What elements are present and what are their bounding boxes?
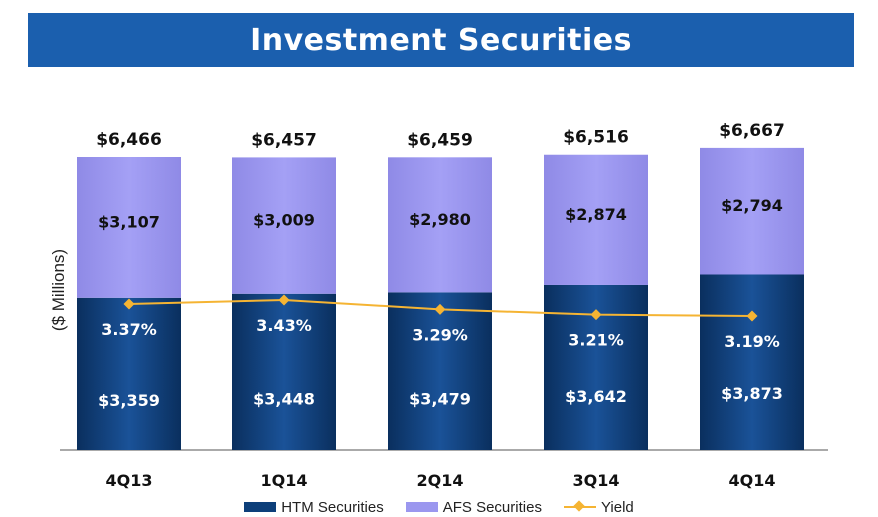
htm-value-label-2Q14: $3,479	[409, 389, 471, 408]
x-tick-label-1Q14: 1Q14	[261, 471, 308, 490]
legend-swatch-yield	[563, 501, 596, 513]
htm-value-label-1Q14: $3,448	[253, 390, 315, 409]
htm-value-label-4Q14: $3,873	[721, 384, 783, 403]
legend-item-yield: Yield	[563, 498, 634, 516]
legend: HTM Securities AFS Securities Yield	[0, 497, 878, 517]
legend-swatch-htm	[244, 502, 277, 512]
x-tick-label-4Q14: 4Q14	[729, 471, 776, 490]
afs-value-label-2Q14: $2,980	[409, 210, 471, 229]
bar-htm-4Q14	[700, 274, 804, 450]
afs-value-label-1Q14: $3,009	[253, 211, 315, 230]
htm-value-label-3Q14: $3,642	[565, 387, 627, 406]
yield-marker-3Q14	[590, 309, 602, 321]
bar-afs-1Q14	[232, 157, 336, 294]
afs-value-label-4Q13: $3,107	[98, 212, 160, 231]
yield-marker-4Q13	[123, 298, 135, 310]
bar-afs-3Q14	[544, 154, 648, 285]
legend-item-afs: AFS Securities	[405, 498, 542, 516]
bar-afs-4Q14	[700, 147, 804, 275]
yield-value-label-4Q13: 3.37%	[101, 320, 157, 339]
afs-value-label-3Q14: $2,874	[565, 205, 627, 224]
x-tick-label-2Q14: 2Q14	[417, 471, 464, 490]
x-tick-label-3Q14: 3Q14	[573, 471, 620, 490]
yield-value-label-1Q14: 3.43%	[256, 316, 312, 335]
x-tick-label-4Q13: 4Q13	[106, 471, 153, 490]
yield-value-label-4Q14: 3.19%	[724, 332, 780, 351]
yield-marker-4Q14	[746, 310, 758, 322]
total-label-4Q13: $6,466	[96, 130, 162, 150]
total-label-4Q14: $6,667	[719, 121, 785, 141]
bar-htm-2Q14	[388, 292, 492, 450]
legend-swatch-afs	[405, 502, 438, 512]
yield-marker-1Q14	[278, 294, 290, 306]
y-axis-label: ($ Millions)	[49, 249, 68, 331]
bar-afs-2Q14	[388, 157, 492, 293]
bar-htm-4Q13	[77, 297, 181, 450]
chart-title: Investment Securities	[28, 13, 854, 67]
yield-value-label-2Q14: 3.29%	[412, 325, 468, 344]
legend-label-yield: Yield	[600, 498, 634, 516]
yield-marker-2Q14	[434, 303, 446, 315]
stacked-bar-chart: ($ Millions) $6,466 $3,107 $3,359 4Q13 3.37%…	[49, 121, 828, 490]
yield-value-label-3Q14: 3.21%	[568, 331, 624, 350]
bar-afs-4Q13	[77, 157, 181, 298]
afs-value-label-4Q14: $2,794	[721, 196, 783, 215]
total-label-1Q14: $6,457	[251, 130, 317, 150]
legend-item-htm: HTM Securities	[244, 499, 384, 516]
htm-value-label-4Q13: $3,359	[98, 391, 160, 410]
legend-label-afs: AFS Securities	[442, 498, 542, 516]
bar-htm-1Q14	[232, 293, 336, 450]
legend-label-htm: HTM Securities	[281, 498, 384, 516]
total-label-2Q14: $6,459	[407, 130, 473, 150]
total-label-3Q14: $6,516	[563, 128, 629, 148]
